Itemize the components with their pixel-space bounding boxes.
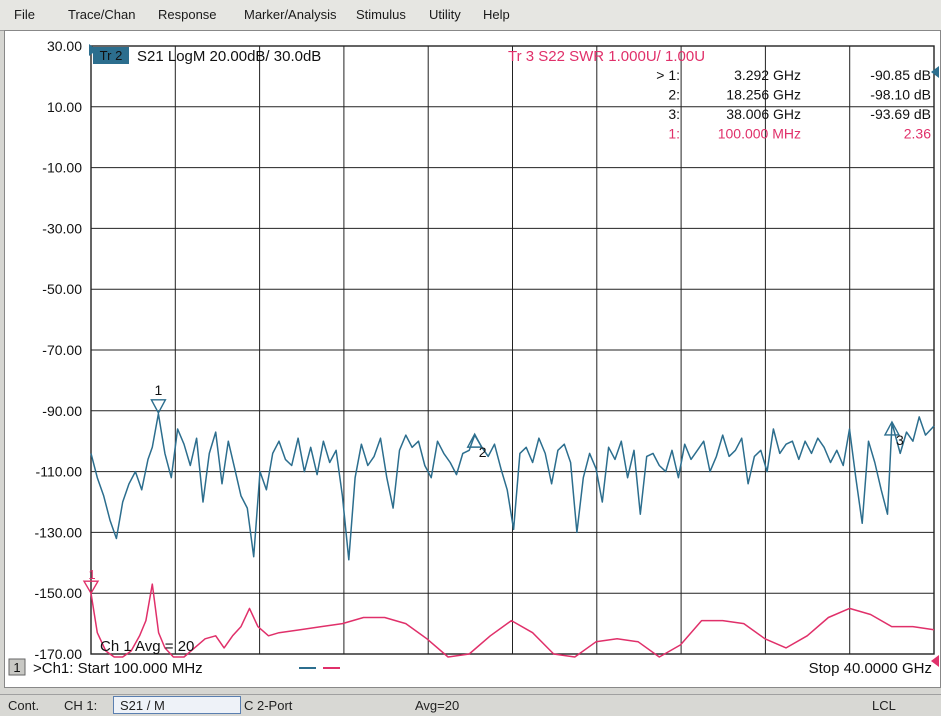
- marker-readout-id: 3:: [668, 106, 680, 122]
- menu-marker-analysis[interactable]: Marker/Analysis: [244, 7, 337, 22]
- y-axis-tick-label: -30.00: [42, 220, 82, 236]
- sweep-mode-status[interactable]: Cont.: [8, 698, 40, 713]
- tr3-marker-1-triangle[interactable]: [82, 580, 100, 595]
- start-frequency-label[interactable]: >Ch1: Start 100.000 MHz: [33, 660, 203, 677]
- menu-utility[interactable]: Utility: [429, 7, 461, 22]
- menu-stimulus[interactable]: Stimulus: [356, 7, 406, 22]
- tr2-marker-3-label: 3: [896, 432, 904, 448]
- tr2-marker-1-label: 1: [154, 382, 162, 398]
- channel-number-box[interactable]: [8, 658, 26, 676]
- menu-bar: File Trace/Chan Response Marker/Analysis Sti…: [0, 0, 941, 31]
- tr2-marker-2-triangle[interactable]: [466, 432, 483, 448]
- marker-readout-frequency: 100.000 MHz: [718, 126, 801, 142]
- active-trace-status[interactable]: S21 / M: [113, 696, 241, 714]
- tr2-marker-3-triangle[interactable]: [883, 420, 901, 436]
- trace-plot: 30.00 10.00 -10.00 -30.00 -50.00 -70.00 -90.00…: [8, 38, 939, 677]
- marker-readout-value: 2.36: [904, 126, 931, 142]
- tr3-marker-1-label: 1: [88, 567, 95, 582]
- stop-frequency-label[interactable]: Stop 40.0000 GHz: [809, 660, 932, 677]
- marker-readout-id: 2:: [668, 87, 680, 103]
- averaging-status[interactable]: Avg=20: [415, 698, 460, 713]
- marker-readout-frequency: 3.292 GHz: [734, 67, 801, 83]
- marker-readout-frequency: 18.256 GHz: [726, 87, 801, 103]
- y-axis-tick-label: -70.00: [42, 342, 82, 358]
- menu-response[interactable]: Response: [158, 7, 217, 22]
- tr2-s21-trace: [90, 413, 935, 561]
- marker-readout-value: -93.69 dB: [870, 106, 931, 122]
- marker-readout-id: > 1:: [656, 67, 680, 83]
- y-axis-tick-label: 10.00: [47, 99, 82, 115]
- y-axis-tick-label: -150.00: [35, 585, 83, 601]
- y-axis-tick-label: -90.00: [42, 403, 82, 419]
- tr2-marker-2-label: 2: [479, 444, 487, 460]
- marker-readout-frequency: 38.006 GHz: [726, 106, 801, 122]
- menu-file[interactable]: File: [14, 7, 35, 22]
- active-trace-label: S21 / M: [120, 698, 165, 713]
- tr3-scale-label[interactable]: Tr 3 S22 SWR 1.000U/ 1.00U: [508, 48, 705, 65]
- tr2-badge-box[interactable]: [93, 47, 129, 64]
- marker-readout-value: -98.10 dB: [870, 87, 931, 103]
- channel-number[interactable]: 1: [13, 660, 20, 675]
- status-bar: Cont. CH 1: S21 / M C 2-Port Avg=20 LCL: [0, 694, 941, 716]
- y-axis-tick-label: -50.00: [42, 281, 82, 297]
- menu-trace-chan[interactable]: Trace/Chan: [68, 7, 136, 22]
- channel-status[interactable]: CH 1:: [64, 698, 98, 713]
- marker-readout-id: 1:: [668, 126, 680, 142]
- tr2-scale-label[interactable]: S21 LogM 20.00dB/ 30.0dB: [137, 48, 321, 65]
- calibration-status[interactable]: C 2-Port: [244, 698, 293, 713]
- marker-readout-value: -90.85 dB: [870, 67, 931, 83]
- tr3-scale-arrow: [931, 655, 939, 667]
- y-axis-tick-label: -130.00: [35, 524, 83, 540]
- remote-local-status[interactable]: LCL: [872, 698, 896, 713]
- tr2-marker-1-triangle[interactable]: [150, 399, 167, 415]
- averaging-readout: Ch 1 Avg = 20: [100, 638, 194, 655]
- y-axis-tick-label: -170.00: [35, 646, 83, 662]
- y-axis-tick-label: -10.00: [42, 160, 82, 176]
- tr2-scale-arrow: [931, 66, 939, 78]
- analyzer-display: 30.00 10.00 -10.00 -30.00 -50.00 -70.00 -90.00…: [4, 30, 941, 688]
- menu-help[interactable]: Help: [483, 7, 510, 22]
- y-axis-tick-label: -110.00: [36, 464, 83, 480]
- tr3-s22-trace: [90, 583, 935, 658]
- tr2-badge[interactable]: Tr 2: [100, 48, 123, 63]
- y-axis-tick-label: 30.00: [47, 38, 82, 54]
